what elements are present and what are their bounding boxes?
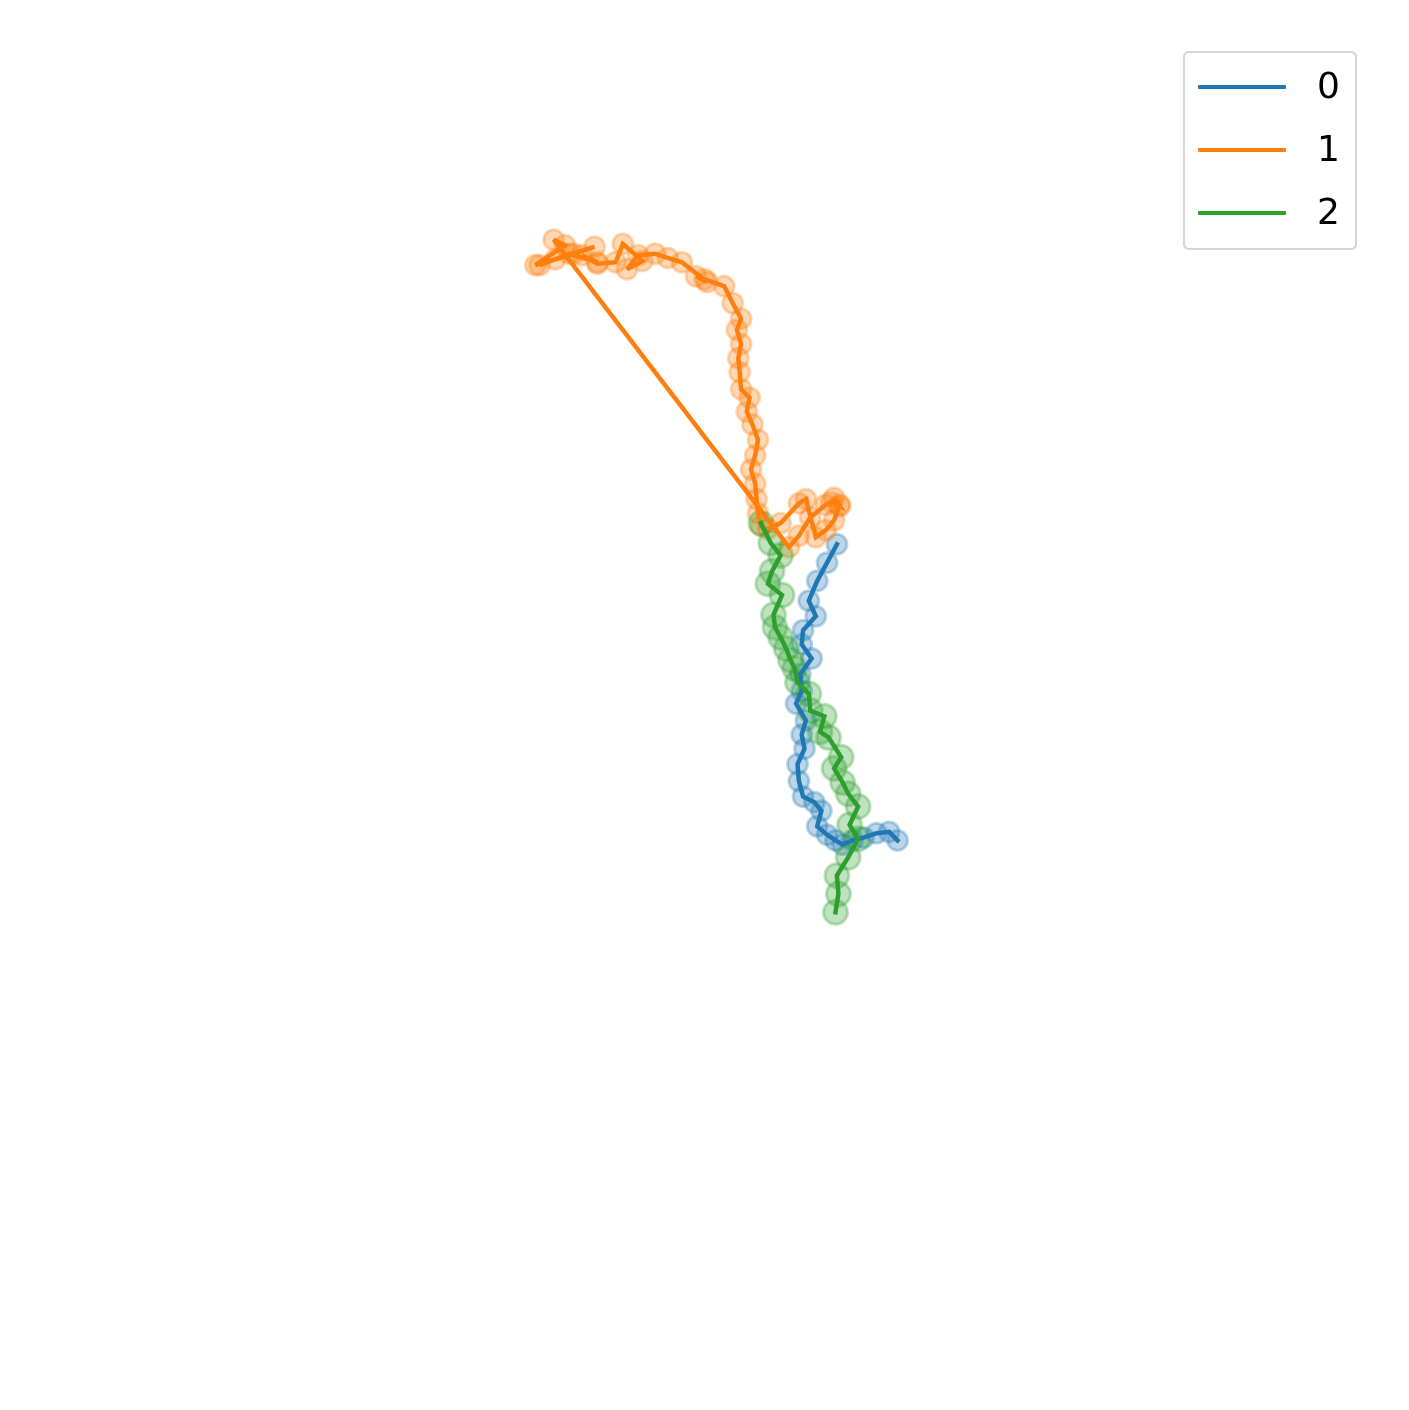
legend-swatch-1 xyxy=(1198,148,1286,152)
legend-label-0: 0 xyxy=(1317,66,1340,107)
series-0-line xyxy=(793,541,901,848)
legend-entry-2: 2 xyxy=(1185,193,1355,233)
series-2-line xyxy=(757,520,861,915)
legend-label-1: 1 xyxy=(1317,129,1340,170)
legend-entry-0: 0 xyxy=(1185,67,1355,107)
trajectory-lines xyxy=(534,237,901,915)
legend-label-2: 2 xyxy=(1317,192,1340,233)
legend-swatch-0 xyxy=(1198,85,1286,89)
legend-swatch-2 xyxy=(1198,211,1286,215)
legend-entry-1: 1 xyxy=(1185,130,1355,170)
series-1-line xyxy=(534,237,847,551)
legend: 0 1 2 xyxy=(1183,51,1357,250)
